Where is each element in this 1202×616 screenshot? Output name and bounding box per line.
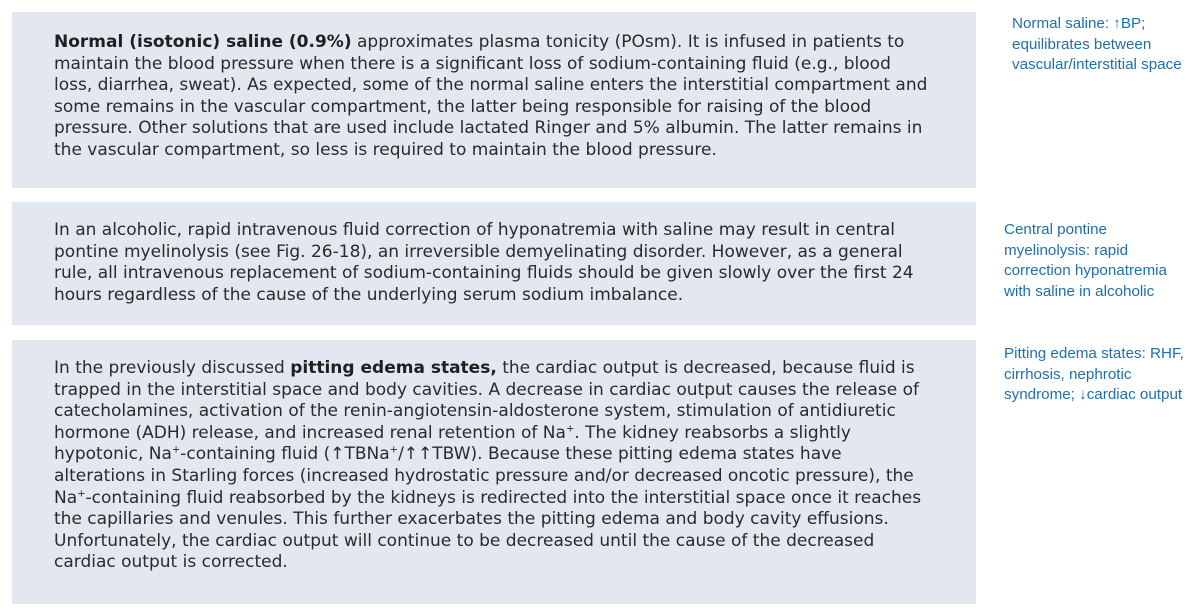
saline-paragraph-box: Normal (isotonic) saline (0.9%) approxim… bbox=[12, 12, 976, 188]
superscript-plus: + bbox=[77, 487, 86, 499]
superscript-plus: + bbox=[389, 444, 399, 456]
pitting-text-d: /↑↑TBW). Because these pitting edema sta… bbox=[54, 444, 914, 508]
pitting-text-a: the cardiac output is decreased, because… bbox=[54, 358, 920, 443]
myelinolysis-paragraph: In an alcoholic, rapid intravenous fluid… bbox=[54, 220, 914, 305]
pitting-edema-paragraph-box: In the previously discussed pitting edem… bbox=[12, 340, 976, 604]
superscript-plus: + bbox=[565, 423, 575, 435]
margin-note-pitting-edema: Pitting edema states: RHF, cirrhosis, ne… bbox=[1004, 345, 1184, 403]
myelinolysis-paragraph-box: In an alcoholic, rapid intravenous fluid… bbox=[12, 202, 976, 325]
pitting-text-b: . The kidney reabsorbs a slightly hypoto… bbox=[54, 422, 851, 465]
superscript-plus: + bbox=[171, 444, 181, 456]
pitting-text-e: -containing fluid reabsorbed by the kidn… bbox=[54, 487, 922, 573]
saline-paragraph: Normal (isotonic) saline (0.9%) approxim… bbox=[54, 32, 932, 162]
pitting-edema-bold: pitting edema states, bbox=[290, 358, 497, 378]
margin-note-saline: Normal saline: ↑BP; equilibrates between… bbox=[1012, 15, 1182, 73]
margin-note-myelinolysis: Central pontine myelinolysis: rapid corr… bbox=[1004, 221, 1167, 300]
pitting-edema-paragraph: In the previously discussed pitting edem… bbox=[54, 358, 932, 574]
saline-paragraph-text: approximates plasma tonicity (POsm). It … bbox=[54, 32, 928, 160]
saline-bold-lead: Normal (isotonic) saline (0.9%) bbox=[54, 32, 352, 52]
pitting-text-c: -containing fluid (↑TBNa bbox=[180, 444, 390, 465]
pitting-text-before: In the previously discussed bbox=[54, 358, 291, 378]
